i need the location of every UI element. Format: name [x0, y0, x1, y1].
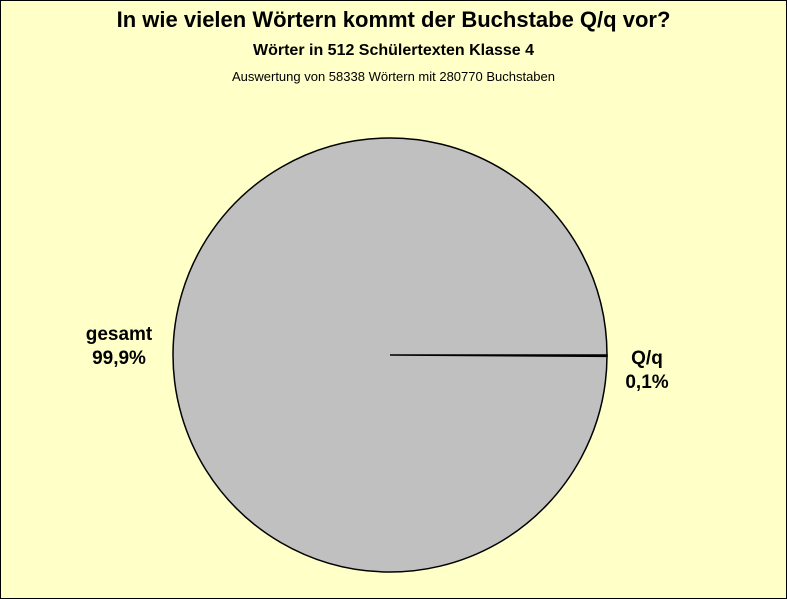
chart-subtitle: Wörter in 512 Schülertexten Klasse 4: [253, 42, 534, 59]
chart-subtitle-secondary: Auswertung von 58338 Wörtern mit 280770 …: [231, 69, 556, 84]
pie-slices: [172, 137, 608, 573]
slice-label-qq-value: 0,1%: [625, 372, 668, 393]
slice-label-gesamt-name: gesamt: [86, 324, 153, 345]
slice-label-qq-name: Q/q: [631, 348, 663, 369]
pie-slice-gesamt: [172, 137, 608, 573]
chart-title: In wie vielen Wörtern kommt der Buchstab…: [116, 7, 671, 32]
slice-label-gesamt-value: 99,9%: [92, 348, 146, 369]
